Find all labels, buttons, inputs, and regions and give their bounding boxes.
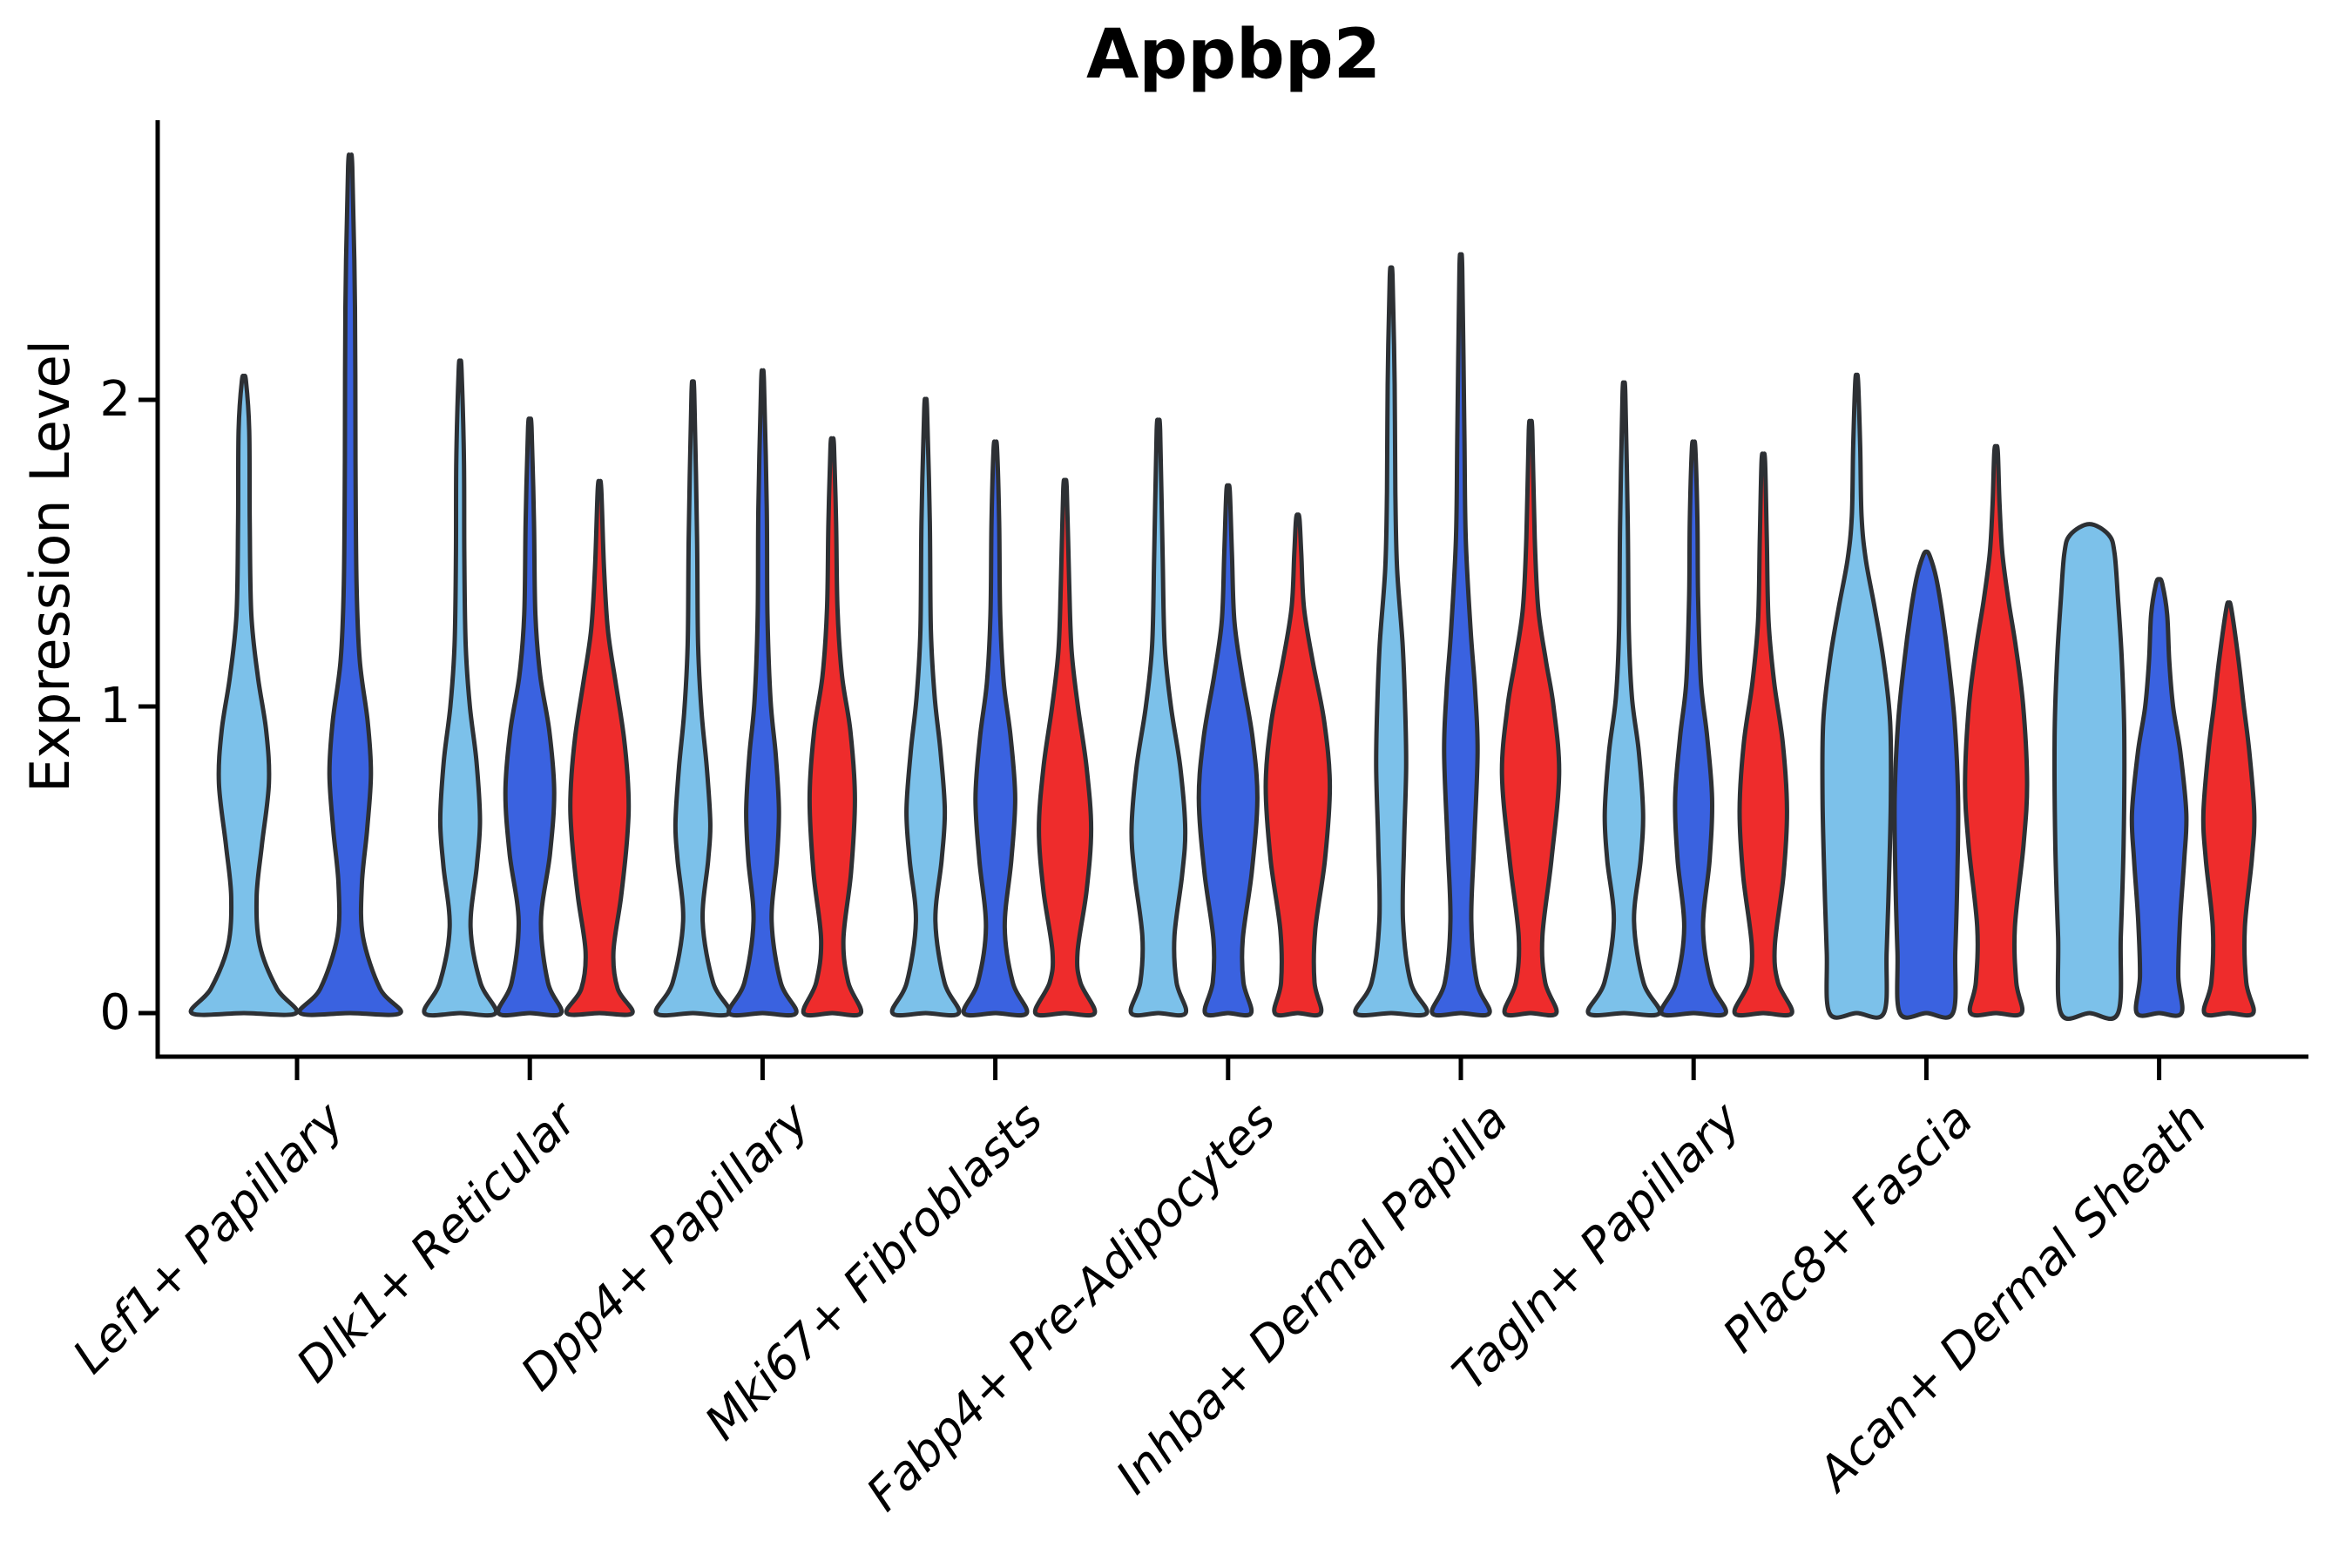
chart-title: Appbp2 xyxy=(1086,16,1381,94)
y-tick-label: 0 xyxy=(99,984,131,1041)
y-tick-label: 2 xyxy=(99,371,131,428)
y-tick-label: 1 xyxy=(99,678,131,734)
